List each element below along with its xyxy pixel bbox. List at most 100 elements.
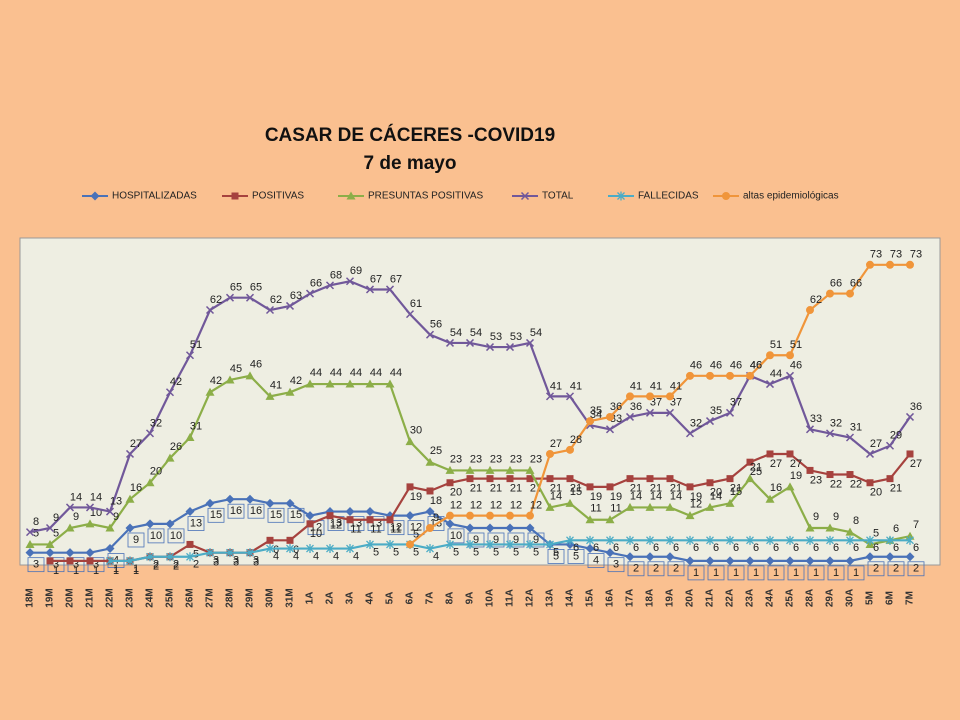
marker [306, 544, 314, 554]
data-label: 5 [193, 548, 199, 560]
marker [225, 375, 235, 384]
data-label: 20 [710, 487, 722, 499]
data-label: 21 [890, 483, 902, 495]
data-label: 11 [390, 524, 401, 536]
marker [765, 494, 775, 503]
marker [886, 260, 894, 269]
data-label: 1 [93, 565, 99, 577]
marker [45, 523, 55, 533]
marker [706, 535, 714, 545]
data-label: 32 [690, 417, 702, 429]
marker [666, 535, 674, 545]
legend-label: TOTAL [542, 191, 574, 202]
label-box [187, 516, 205, 531]
data-label: 2 [653, 563, 659, 575]
marker [165, 519, 175, 529]
marker [805, 556, 815, 566]
data-label: 2 [913, 563, 919, 575]
data-label: 1 [813, 567, 819, 579]
data-label: 5 [473, 546, 479, 558]
marker [906, 260, 914, 269]
data-label: 36 [910, 401, 922, 413]
marker [646, 475, 654, 483]
x-tick-label: 24A [765, 589, 776, 607]
marker [666, 392, 674, 401]
x-tick-label: 7A [425, 592, 436, 605]
data-label: 12 [390, 522, 402, 534]
x-tick-label: 25A [785, 589, 796, 607]
data-label: 6 [813, 542, 819, 554]
marker [786, 535, 794, 545]
label-box [267, 507, 285, 523]
marker [606, 483, 614, 491]
data-label: 44 [390, 367, 402, 379]
marker [825, 556, 835, 566]
data-label: 23 [490, 453, 502, 465]
x-tick-label: 8A [445, 592, 456, 605]
data-label: 44 [310, 367, 322, 379]
data-label: 16 [770, 482, 782, 494]
label-box [747, 565, 765, 581]
label-box [427, 516, 445, 531]
label-box [67, 557, 85, 573]
marker [826, 535, 834, 545]
marker [665, 552, 675, 562]
label-box [27, 557, 45, 573]
marker [186, 552, 194, 562]
data-label: 14 [670, 490, 682, 502]
marker [465, 465, 475, 474]
marker [786, 450, 794, 458]
data-label: 9 [813, 511, 819, 523]
data-label: 15 [570, 486, 582, 498]
marker [885, 441, 895, 450]
marker [25, 528, 35, 537]
data-label: 27 [770, 458, 782, 470]
marker [686, 535, 694, 545]
data-label: 15 [290, 509, 302, 521]
marker [386, 516, 394, 524]
marker [546, 449, 554, 458]
data-label: 10 [170, 530, 182, 542]
marker [566, 475, 574, 483]
data-label: 12 [530, 500, 542, 512]
data-label: 9 [493, 534, 499, 546]
x-tick-label: 29M [245, 588, 256, 607]
data-label: 6 [853, 542, 859, 554]
marker [345, 379, 355, 388]
marker [165, 453, 175, 462]
marker [185, 507, 195, 517]
data-label: 6 [633, 542, 639, 554]
label-box [487, 532, 505, 548]
label-box [587, 553, 605, 568]
x-tick-label: 23M [125, 588, 136, 607]
x-tick-label: 13A [545, 589, 556, 607]
marker [866, 479, 874, 487]
marker [405, 511, 415, 521]
marker [725, 498, 735, 507]
marker [126, 556, 134, 566]
marker [225, 293, 235, 302]
marker [186, 540, 194, 548]
marker [685, 556, 695, 566]
marker [825, 523, 835, 532]
data-label: 9 [473, 534, 479, 546]
data-label: 37 [730, 397, 742, 409]
legend-label: FALLECIDAS [638, 191, 699, 202]
label-box [287, 507, 305, 523]
marker [406, 540, 414, 549]
x-tick-label: 14A [565, 589, 576, 607]
x-tick-label: 22M [105, 588, 116, 607]
data-label: 46 [750, 360, 762, 372]
x-tick-label: 5M [865, 591, 876, 605]
marker [466, 511, 474, 520]
data-label: 2 [153, 559, 159, 571]
marker [726, 475, 734, 483]
data-label: 1 [693, 567, 699, 579]
data-label: 6 [653, 542, 659, 554]
data-label: 31 [850, 421, 862, 433]
x-tick-label: 12A [525, 589, 536, 607]
data-label: 15 [270, 509, 282, 521]
label-box [147, 528, 165, 544]
marker [105, 507, 115, 516]
marker [505, 465, 515, 474]
